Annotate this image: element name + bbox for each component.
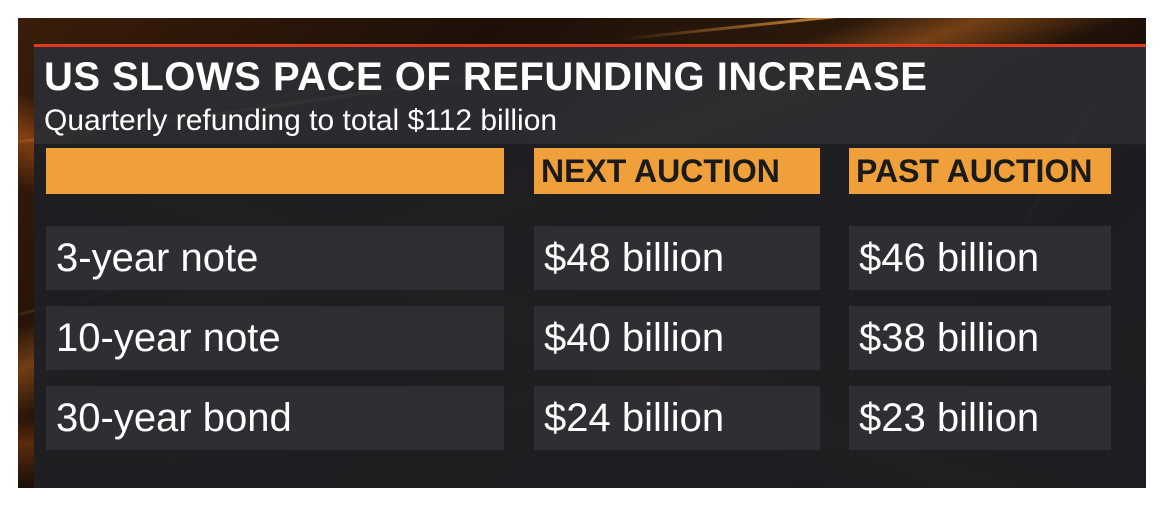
subheadline: Quarterly refunding to total $112 billio…: [44, 104, 558, 137]
row-label-3-year: 3-year note: [46, 226, 504, 290]
graphic-frame: US SLOWS PACE OF REFUNDING INCREASE Quar…: [18, 18, 1146, 488]
past-auction-3-year: $46 billion: [849, 226, 1111, 290]
row-label-10-year: 10-year note: [46, 306, 504, 370]
next-auction-3-year: $48 billion: [534, 226, 820, 290]
past-auction-30-year: $23 billion: [849, 386, 1111, 450]
title-panel: US SLOWS PACE OF REFUNDING INCREASE Quar…: [34, 44, 1146, 147]
header-next-auction: NEXT AUCTION: [534, 148, 820, 194]
header-blank-cell: [46, 148, 504, 194]
row-label-30-year: 30-year bond: [46, 386, 504, 450]
auction-table: NEXT AUCTION PAST AUCTION 3-year note $4…: [34, 144, 1146, 488]
next-auction-30-year: $24 billion: [534, 386, 820, 450]
headline: US SLOWS PACE OF REFUNDING INCREASE: [44, 55, 928, 99]
next-auction-10-year: $40 billion: [534, 306, 820, 370]
past-auction-10-year: $38 billion: [849, 306, 1111, 370]
header-past-auction: PAST AUCTION: [849, 148, 1111, 194]
light-streak: [617, 18, 1136, 41]
